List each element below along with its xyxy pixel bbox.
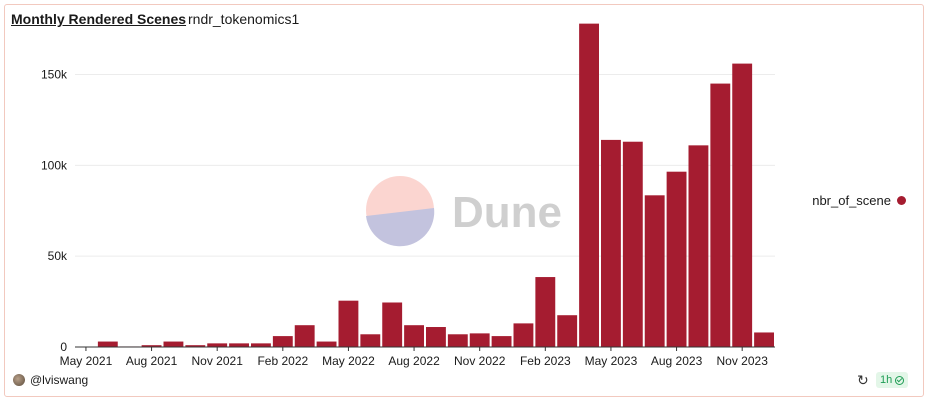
bar[interactable]	[447, 334, 468, 347]
y-axis: 0 50k 100k 150k	[41, 68, 68, 355]
x-tick-label: May 2022	[322, 354, 375, 368]
y-tick-label: 50k	[48, 249, 68, 263]
bar[interactable]	[732, 63, 753, 347]
x-tick-label: May 2023	[585, 354, 638, 368]
bar[interactable]	[404, 325, 424, 347]
x-tick-label: Aug 2021	[126, 354, 178, 368]
x-axis: May 2021 Aug 2021 Nov 2021 Feb 2022 May 2022…	[60, 346, 775, 368]
bar[interactable]	[294, 325, 315, 347]
bar[interactable]	[644, 195, 665, 347]
bar[interactable]	[272, 336, 293, 347]
bars	[97, 23, 774, 348]
refresh-interval-label: 1h	[880, 374, 893, 386]
y-tick-label: 150k	[41, 68, 68, 82]
bar[interactable]	[251, 343, 271, 347]
chart-card	[4, 4, 924, 397]
bar[interactable]	[469, 333, 490, 347]
bar[interactable]	[557, 315, 578, 347]
x-tick-label: May 2021	[60, 354, 113, 368]
legend-label: nbr_of_scene	[812, 193, 891, 208]
bar[interactable]	[426, 327, 446, 347]
legend[interactable]: nbr_of_scene	[812, 193, 906, 208]
check-circle-icon	[895, 375, 905, 385]
author-handle: @lviswang	[30, 373, 89, 387]
watermark-logo-bottom	[366, 208, 435, 247]
refresh-icon[interactable]: ↻	[857, 372, 869, 388]
refresh-interval-badge[interactable]: 1h	[876, 372, 909, 388]
bar[interactable]	[666, 171, 687, 347]
bar[interactable]	[163, 341, 184, 347]
query-name: rndr_tokenomics1	[188, 11, 300, 27]
x-tick-label: Nov 2023	[717, 354, 769, 368]
watermark-text: Dune	[452, 188, 562, 237]
y-tick-label: 0	[60, 340, 67, 354]
x-tick-label: Aug 2023	[651, 354, 703, 368]
bar[interactable]	[535, 277, 556, 347]
bar[interactable]	[579, 23, 599, 348]
watermark-logo-top	[366, 176, 434, 244]
x-tick-label: Feb 2023	[520, 354, 571, 368]
bar[interactable]	[688, 145, 709, 347]
bar[interactable]	[141, 345, 162, 347]
bar[interactable]	[622, 141, 643, 347]
x-tick-label: Feb 2022	[257, 354, 308, 368]
x-tick-label: Aug 2022	[388, 354, 440, 368]
bar[interactable]	[601, 139, 621, 347]
bar[interactable]	[360, 334, 381, 347]
bar[interactable]	[338, 300, 359, 347]
chart-title[interactable]: Monthly Rendered Scenes	[11, 11, 187, 27]
bar[interactable]	[207, 343, 228, 347]
bar[interactable]	[316, 341, 337, 347]
legend-swatch	[897, 196, 906, 205]
bar[interactable]	[513, 323, 534, 347]
bar[interactable]	[229, 343, 249, 347]
x-tick-label: Nov 2022	[454, 354, 506, 368]
y-tick-label: 100k	[41, 158, 68, 172]
dune-watermark: Dune	[366, 176, 562, 247]
bar[interactable]	[710, 83, 731, 347]
x-tick-label: Nov 2021	[192, 354, 244, 368]
bar[interactable]	[491, 336, 512, 347]
bar[interactable]	[382, 302, 403, 347]
bar[interactable]	[97, 341, 118, 347]
avatar	[13, 374, 25, 386]
author[interactable]: @lviswang	[13, 373, 88, 387]
bar[interactable]	[185, 345, 206, 347]
bar[interactable]	[754, 332, 774, 347]
